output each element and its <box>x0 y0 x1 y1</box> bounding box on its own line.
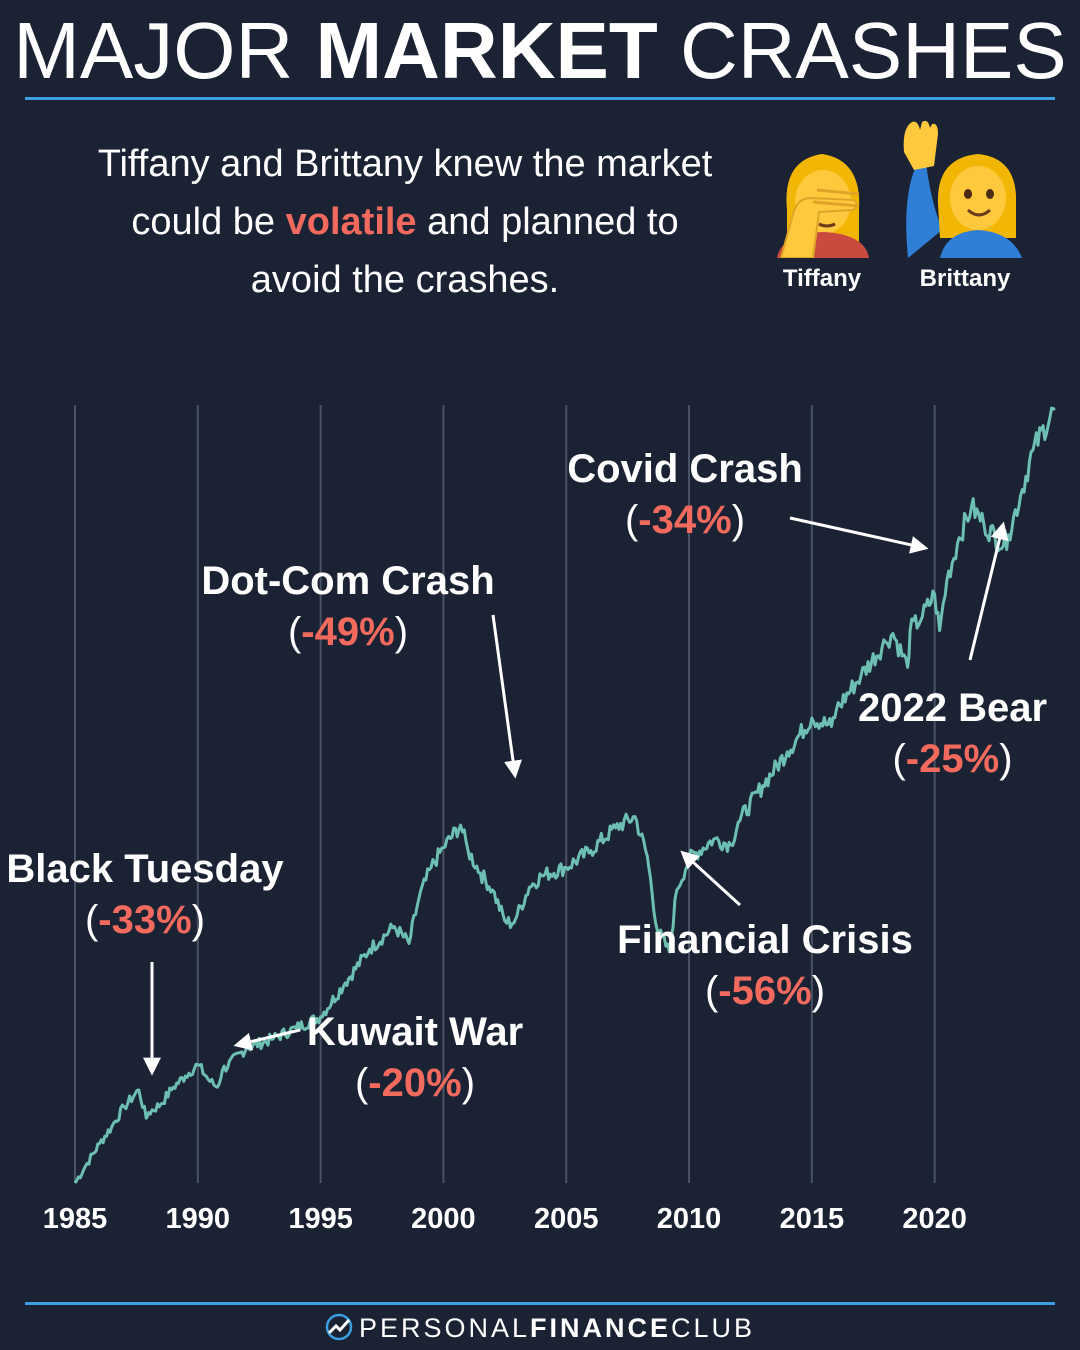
x-tick-label: 2020 <box>902 1203 967 1235</box>
annotation-change: (-25%) <box>892 737 1013 781</box>
title-word-major: MAJOR <box>13 6 294 95</box>
market-line-chart: 1985 1990 1995 2000 2005 2010 2015 2020 <box>43 405 1056 1235</box>
annotation-covid: Covid Crash (-34%) <box>555 445 815 547</box>
title-divider <box>25 97 1055 100</box>
arrow-2022-bear <box>968 521 1009 661</box>
footer-divider <box>25 1302 1055 1305</box>
x-tick-label: 2010 <box>657 1203 722 1235</box>
annotation-label: Black Tuesday <box>6 847 284 891</box>
arrow-kuwait-war <box>233 1028 301 1051</box>
annotation-label: 2022 Bear <box>857 686 1048 730</box>
annotation-change: (-49%) <box>287 610 409 654</box>
annotation-change: (-33%) <box>84 898 206 942</box>
annotation-2022-bear: 2022 Bear (-25%) <box>840 684 1065 786</box>
footer-brand: PERSONALFINANCECLUB <box>0 1313 1080 1348</box>
annotation-change: (-56%) <box>704 969 826 1013</box>
title-word-market: MARKET <box>315 6 658 95</box>
trend-up-logo-icon <box>325 1313 353 1348</box>
annotation-label: Financial Crisis <box>617 918 913 962</box>
footer-brand-part-1: PERSONAL <box>358 1313 531 1343</box>
title-word-crashes: CRASHES <box>679 6 1067 95</box>
footer-brand-part-3: CLUB <box>671 1313 756 1343</box>
arrow-dot-com <box>491 614 522 779</box>
persona-name-brittany: Brittany <box>919 265 1011 292</box>
annotation-financial-crisis: Financial Crisis (-56%) <box>600 916 930 1018</box>
arrow-covid <box>789 516 929 554</box>
annotation-dot-com: Dot-Com Crash (-49%) <box>180 557 516 659</box>
intro-part-2: and planned to avoid the crashes. <box>250 201 679 301</box>
annotation-label: Kuwait War <box>306 1010 524 1054</box>
x-tick-label: 1990 <box>166 1203 231 1235</box>
annotation-label: Dot-Com Crash <box>201 559 495 603</box>
arrow-financial-crisis <box>680 850 742 907</box>
x-tick-label: 2015 <box>780 1203 845 1235</box>
x-tick-label: 2000 <box>411 1203 476 1235</box>
intro-text: Tiffany and Brittany knew the market cou… <box>90 135 720 309</box>
x-tick-label: 1995 <box>288 1203 353 1235</box>
x-tick-label: 2005 <box>534 1203 599 1235</box>
intro-highlight: volatile <box>285 201 417 243</box>
annotation-black-tuesday: Black Tuesday (-33%) <box>0 845 290 947</box>
annotation-label: Covid Crash <box>567 447 803 491</box>
annotation-kuwait-war: Kuwait War (-20%) <box>290 1008 540 1110</box>
footer-brand-part-2: FINANCE <box>530 1313 672 1343</box>
annotation-change: (-34%) <box>624 498 746 542</box>
series-line <box>73 406 1056 1184</box>
raising-hand-woman-icon <box>903 120 1022 258</box>
persona-brittany: Brittany <box>900 118 1030 293</box>
page-title: MAJOR MARKET CRASHES <box>0 8 1080 94</box>
persona-tiffany: Tiffany <box>762 140 882 293</box>
x-tick-label: 1985 <box>43 1203 108 1235</box>
annotation-change: (-20%) <box>354 1061 476 1105</box>
intro-part-1: Tiffany and Brittany knew the market cou… <box>97 143 713 243</box>
persona-name-tiffany: Tiffany <box>782 265 862 292</box>
facepalm-woman-icon <box>777 154 869 259</box>
